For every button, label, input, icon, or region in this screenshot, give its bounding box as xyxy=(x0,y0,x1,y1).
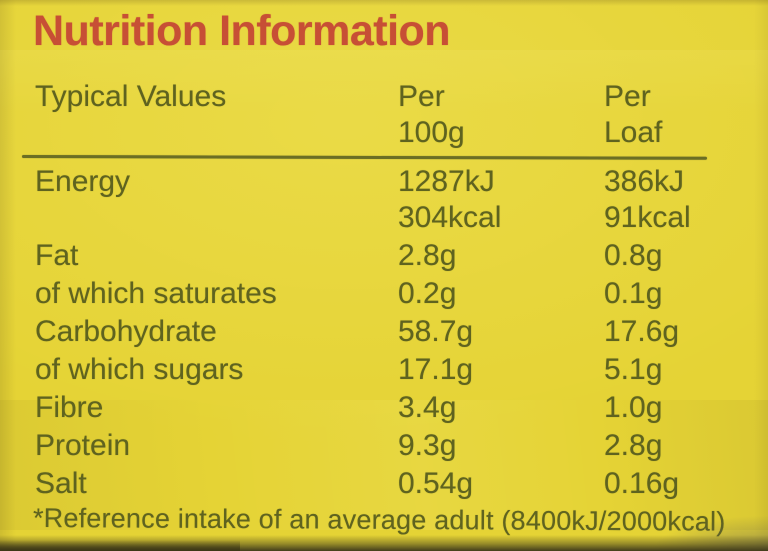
value-energy-kcal-per-100g: 304kcal xyxy=(398,201,502,234)
nutrition-title: Nutrition Information xyxy=(33,7,451,55)
value-energy-kcal-per-loaf: 91kcal xyxy=(604,201,691,234)
header-per-loaf: Per Loaf xyxy=(604,79,735,151)
value-fat-per-loaf: 0.8g xyxy=(604,239,663,272)
row-label-protein: Protein xyxy=(35,429,131,462)
header-per-100g: Per 100g xyxy=(398,79,604,151)
value-carbohydrate-per-100g: 58.7g xyxy=(398,315,474,348)
value-protein-per-loaf: 2.8g xyxy=(604,429,663,462)
value-fat-per-100g: 2.8g xyxy=(398,239,457,272)
value-sugars-per-loaf: 5.1g xyxy=(604,353,663,386)
row-label-salt: Salt xyxy=(35,467,87,500)
value-salt-per-loaf: 0.16g xyxy=(604,467,680,500)
value-carbohydrate-per-loaf: 17.6g xyxy=(604,315,680,348)
table-divider-rule xyxy=(21,155,708,160)
row-label-sugars: of which sugars xyxy=(35,353,244,386)
header-per-100g-line1: Per xyxy=(398,80,445,113)
value-protein-per-100g: 9.3g xyxy=(398,429,457,462)
header-per-loaf-line1: Per xyxy=(604,80,651,113)
header-typical-values: Typical Values xyxy=(35,79,398,151)
value-fibre-per-100g: 3.4g xyxy=(398,391,457,424)
header-typical-values-label: Typical Values xyxy=(35,80,227,113)
package-bottom-edge-left xyxy=(0,540,240,551)
value-energy-per-loaf: 386kJ xyxy=(604,165,685,198)
row-label-energy-kcal xyxy=(35,199,398,237)
nutrition-table-body: Energy 1287kJ 386kJ 304kcal 91kcal Fat 2… xyxy=(35,163,735,503)
row-label-saturates: of which saturates xyxy=(35,277,277,310)
row-label-carbohydrate: Carbohydrate xyxy=(35,315,217,348)
value-salt-per-100g: 0.54g xyxy=(398,467,474,500)
header-per-100g-line2: 100g xyxy=(398,116,465,149)
value-sugars-per-100g: 17.1g xyxy=(398,353,474,386)
row-label-fibre: Fibre xyxy=(35,391,104,424)
value-fibre-per-loaf: 1.0g xyxy=(604,391,663,424)
value-saturates-per-100g: 0.2g xyxy=(398,277,457,310)
value-energy-per-100g: 1287kJ xyxy=(398,165,495,198)
nutrition-table-header: Typical Values Per 100g Per Loaf xyxy=(35,79,735,151)
value-saturates-per-loaf: 0.1g xyxy=(604,277,663,310)
header-per-loaf-line2: Loaf xyxy=(604,116,663,149)
row-label-fat: Fat xyxy=(35,239,79,272)
row-label-energy: Energy xyxy=(35,165,131,198)
